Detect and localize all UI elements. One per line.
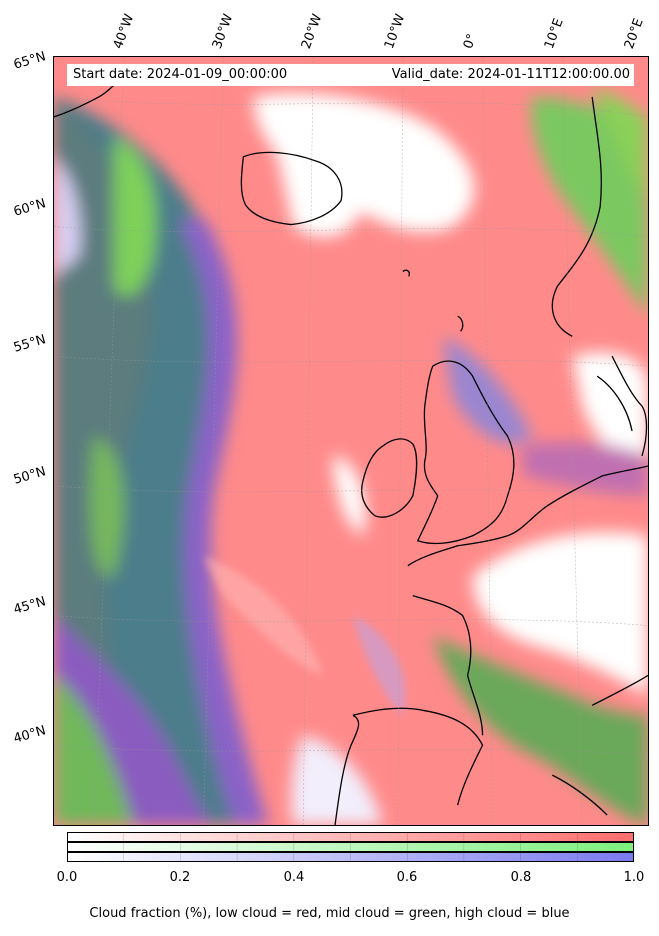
lon-label-10e: 10°E <box>541 16 567 51</box>
lon-label-20w: 20°W <box>298 12 326 51</box>
colorbar-caption: Cloud fraction (%), low cloud = red, mid… <box>89 906 570 921</box>
colorbar-low <box>67 832 634 842</box>
colorbar-tick-10: 1.0 <box>623 870 645 885</box>
colorbar-tick-02: 0.2 <box>169 870 191 885</box>
clear-region-north <box>253 93 475 232</box>
clear-region-france <box>472 532 648 696</box>
cloud-fraction-map[interactable] <box>53 56 649 826</box>
lat-label-55n: 55°N <box>11 332 48 356</box>
high-cloud-edge <box>178 216 269 825</box>
lon-label-30w: 30°W <box>209 12 237 51</box>
map-canvas <box>54 57 648 825</box>
colorbar-tick-0: 0.0 <box>56 870 78 885</box>
mid-cloud-scandinavia <box>531 96 648 317</box>
lat-label-40n: 40°N <box>11 723 48 747</box>
colorbar <box>67 832 634 862</box>
lat-label-65n: 65°N <box>11 49 48 73</box>
colorbar-tick-08: 0.8 <box>510 870 532 885</box>
lat-label-60n: 60°N <box>11 196 48 220</box>
date-info-bar: Start date: 2024-01-09_00:00:00 Valid_da… <box>67 64 634 86</box>
colorbar-high <box>67 852 634 862</box>
colorbar-tick-06: 0.6 <box>396 870 418 885</box>
coastlines <box>54 76 648 825</box>
valid-date-label: Valid_date: 2024-01-11T12:00:00.00 <box>391 67 630 82</box>
start-date-label: Start date: 2024-01-09_00:00:00 <box>73 67 288 82</box>
colorbar-mid <box>67 842 634 852</box>
lat-label-50n: 50°N <box>11 464 48 488</box>
graticule <box>54 57 648 825</box>
lon-label-40w: 40°W <box>110 12 138 51</box>
lon-label-10w: 10°W <box>381 12 409 51</box>
lon-label-20e: 20°E <box>621 16 647 51</box>
colorbar-tick-04: 0.4 <box>283 870 305 885</box>
lon-label-0: 0° <box>460 31 481 51</box>
mid-cloud-iberia <box>432 635 648 825</box>
lat-label-45n: 45°N <box>11 594 48 618</box>
